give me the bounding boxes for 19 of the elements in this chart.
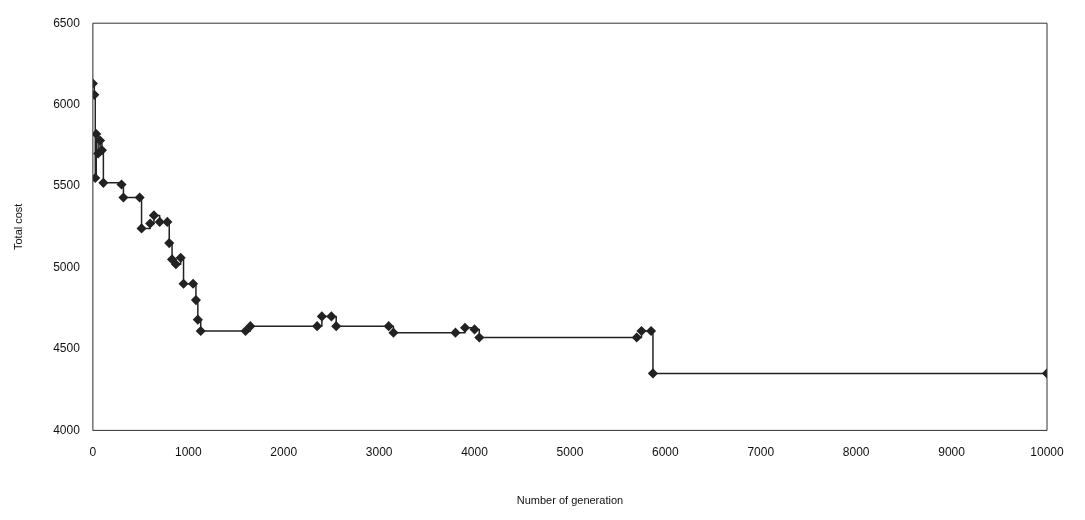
x-tick-label: 3000 <box>365 444 393 459</box>
x-tick-label: 2000 <box>270 444 298 459</box>
x-tick-label: 4000 <box>461 444 489 459</box>
y-tick-label: 4000 <box>53 422 81 437</box>
x-tick-label: 0 <box>89 444 97 459</box>
x-tick-label: 9000 <box>938 444 966 459</box>
x-tick-label: 10000 <box>1030 444 1065 459</box>
x-tick-label: 1000 <box>174 444 202 459</box>
y-tick-label: 5500 <box>53 178 81 193</box>
x-tick-label: 8000 <box>842 444 870 459</box>
x-tick-label: 5000 <box>556 444 584 459</box>
x-axis-title: Number of generation <box>516 494 624 507</box>
x-tick-label: 7000 <box>747 444 775 459</box>
y-tick-label: 6000 <box>53 96 81 111</box>
y-tick-label: 4500 <box>53 341 81 356</box>
y-tick-label: 6500 <box>53 15 81 30</box>
y-tick-label: 5000 <box>53 259 81 274</box>
x-tick-label: 6000 <box>652 444 680 459</box>
y-axis-title: Total cost <box>11 203 24 251</box>
